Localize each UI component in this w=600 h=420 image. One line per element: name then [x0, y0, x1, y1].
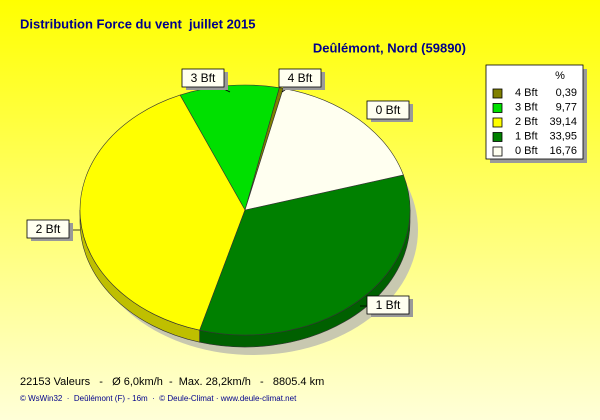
- legend-value: 16,76: [549, 145, 577, 157]
- legend-swatch: [492, 103, 503, 113]
- callout-label: 0 Bft: [376, 103, 401, 117]
- pie: 4 Bft 3 Bft 2 Bft 1 Bft 0 Bft: [26, 68, 418, 355]
- legend-label: 2 Bft: [515, 116, 538, 128]
- chart-title: Distribution Force du vent juillet 2015: [20, 16, 256, 31]
- pie-slice: [199, 174, 411, 336]
- pie-slice: [79, 94, 246, 331]
- callout-box: [278, 68, 322, 88]
- legend-swatch: [492, 88, 503, 99]
- legend-swatch: [492, 132, 503, 142]
- legend-value: 39,14: [549, 116, 577, 128]
- legend-label: 4 Bft: [515, 87, 538, 99]
- chart-subtitle: Deûlémont, Nord (59890): [313, 40, 466, 55]
- callout-box: [181, 68, 225, 88]
- legend-label: 0 Bft: [515, 145, 538, 157]
- legend-value: 9,77: [556, 101, 577, 113]
- legend: % 4 Bft 0,39 3 Bft 9,77 2 Bft 39,14 1 Bft 33,95 0…: [485, 64, 587, 163]
- callout-label: 2 Bft: [36, 222, 61, 236]
- footer: 22153 Valeurs - Ø 6,0km/h - Max. 28,2km/…: [20, 376, 324, 388]
- legend-swatch: [492, 146, 503, 157]
- callout-label: 4 Bft: [288, 71, 313, 85]
- callout-box: [366, 100, 410, 120]
- callout-label: 1 Bft: [376, 298, 401, 312]
- legend-value: 33,95: [549, 130, 577, 142]
- pie-slice: [179, 84, 280, 211]
- legend-swatch: [492, 117, 503, 128]
- callout-box: [26, 219, 70, 239]
- credit: © WsWin32 · Deûlémont (F) - 16m · © Deul…: [20, 394, 297, 403]
- legend-value: 0,39: [556, 87, 577, 99]
- pie-slice: [244, 88, 404, 211]
- legend-label: 1 Bft: [515, 130, 538, 142]
- callout-label: 3 Bft: [191, 71, 216, 85]
- legend-header: %: [555, 70, 565, 82]
- callout-box: [366, 295, 410, 315]
- legend-label: 3 Bft: [515, 101, 538, 113]
